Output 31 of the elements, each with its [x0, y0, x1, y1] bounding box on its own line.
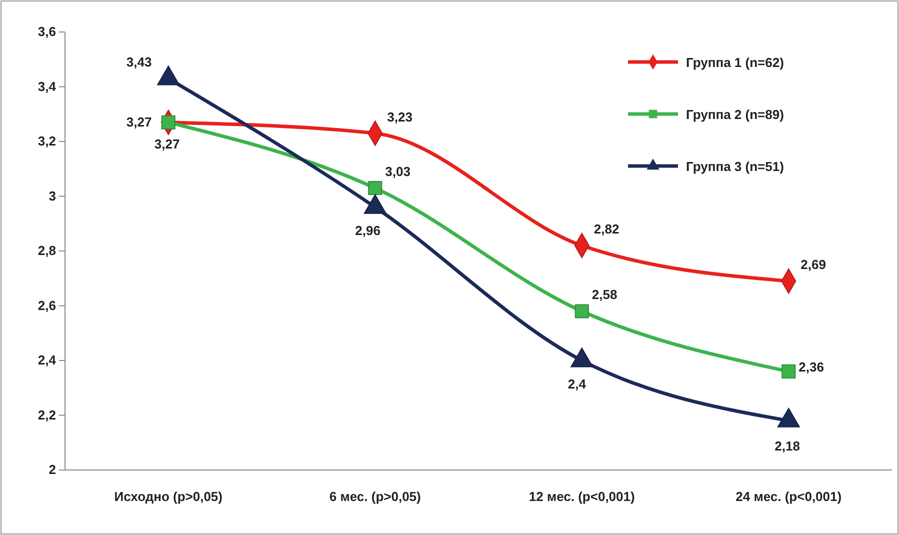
- data-label: 2,82: [594, 222, 620, 237]
- y-tick-label: 2,2: [38, 407, 56, 422]
- y-tick-label: 2,4: [38, 352, 57, 368]
- y-tick-label: 3: [48, 188, 56, 204]
- y-tick-label: 3,2: [38, 134, 56, 149]
- data-label: 2,18: [774, 438, 800, 454]
- legend-label: Группа 1 (n=62): [686, 55, 784, 70]
- x-tick-label: Исходно (p>0,05): [114, 489, 222, 504]
- y-tick-label: 3,4: [38, 78, 57, 94]
- data-label: 3,03: [385, 164, 410, 180]
- data-label: 2,69: [800, 257, 826, 272]
- data-label: 2,36: [798, 359, 824, 374]
- data-label: 2,58: [592, 287, 618, 302]
- data-label: 3,27: [154, 136, 180, 152]
- data-label: 2,4: [568, 376, 587, 392]
- y-tick-label: 2: [48, 462, 56, 478]
- data-label: 3,23: [387, 109, 412, 124]
- x-tick-label: 24 мес. (p<0,001): [736, 489, 842, 504]
- x-tick-label: 6 мес. (p>0,05): [329, 489, 421, 504]
- point: [368, 181, 382, 196]
- data-label: 3,43: [126, 54, 152, 70]
- point: [574, 304, 589, 318]
- data-label: 3,27: [126, 114, 152, 130]
- y-tick-label: 3,6: [38, 24, 56, 40]
- legend-label: Группа 3 (n=51): [686, 159, 784, 174]
- y-tick-label: 2,6: [38, 298, 56, 313]
- point: [782, 364, 796, 378]
- x-tick-label: 12 мес. (p<0,001): [528, 489, 635, 504]
- data-label: 2,96: [355, 223, 380, 238]
- y-tick-label: 2,8: [38, 243, 56, 258]
- legend-label: Группа 2 (n=89): [686, 107, 784, 122]
